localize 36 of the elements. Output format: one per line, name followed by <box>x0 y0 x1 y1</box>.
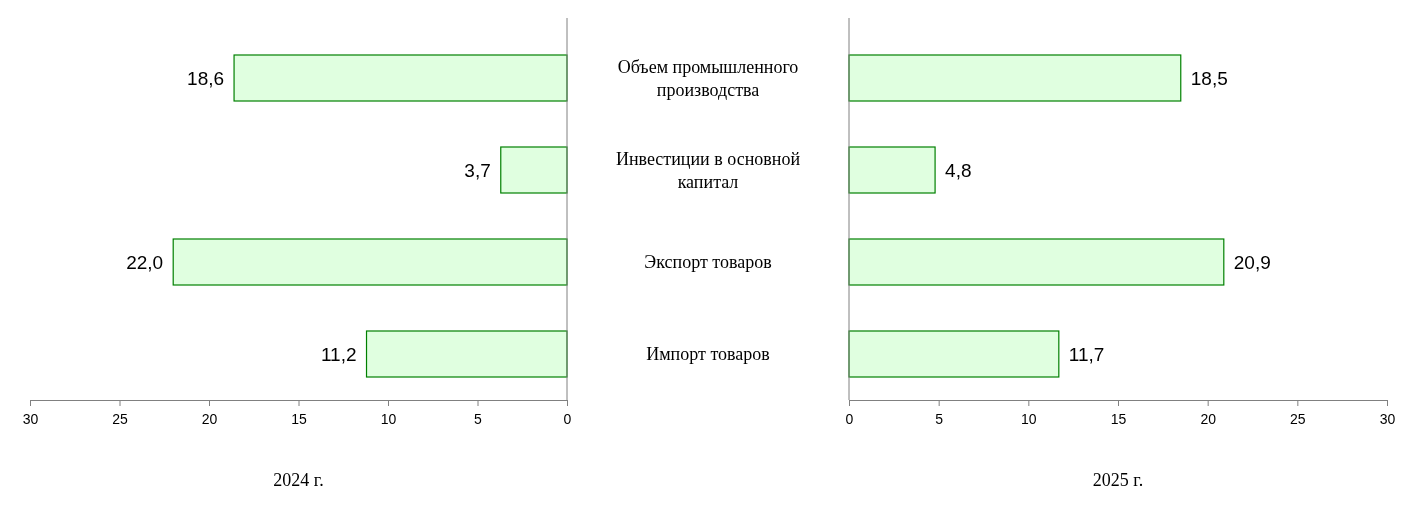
x-axis-title: 2024 г. <box>273 470 324 490</box>
data-label: 18,5 <box>1190 67 1228 89</box>
bar <box>365 330 568 378</box>
x-tick-label: 30 <box>22 411 39 428</box>
x-tick-label: 0 <box>563 411 572 428</box>
data-label: 18,6 <box>187 67 225 89</box>
x-tick-label: 25 <box>112 411 128 428</box>
bar <box>500 146 568 194</box>
data-label: 11,7 <box>1068 343 1105 365</box>
y-tick-label: Импорт товаров <box>646 344 770 365</box>
bar <box>848 238 1225 286</box>
x-tick-label: 10 <box>1021 411 1037 428</box>
x-tick-label: 30 <box>1379 411 1396 428</box>
x-tick-label: 0 <box>845 411 854 428</box>
x-tick-label: 10 <box>380 411 397 428</box>
bar <box>848 330 1060 378</box>
data-label: 3,7 <box>464 159 491 181</box>
data-label: 4,8 <box>945 159 972 181</box>
y-tick-label: Экспорт товаров <box>644 252 772 273</box>
x-tick-label: 20 <box>1200 411 1217 428</box>
x-tick-label: 20 <box>201 411 218 428</box>
bar <box>848 54 1182 102</box>
data-label: 22,0 <box>126 251 164 273</box>
x-tick-label: 15 <box>291 411 307 428</box>
x-axis-title: 2025 г. <box>1092 470 1144 490</box>
bar <box>848 146 936 194</box>
x-tick-label: 5 <box>935 411 944 428</box>
x-tick-label: 25 <box>1290 411 1306 428</box>
y-tick-label: Инвестиции в основной капитал <box>615 148 801 192</box>
bar <box>233 54 568 102</box>
data-label: 20,9 <box>1233 251 1271 273</box>
x-tick-label: 15 <box>1110 411 1127 428</box>
y-tick-label: Объем промышленного производства <box>617 56 799 100</box>
bar <box>172 238 568 286</box>
x-tick-label: 5 <box>474 411 483 428</box>
data-label: 11,2 <box>320 343 357 365</box>
